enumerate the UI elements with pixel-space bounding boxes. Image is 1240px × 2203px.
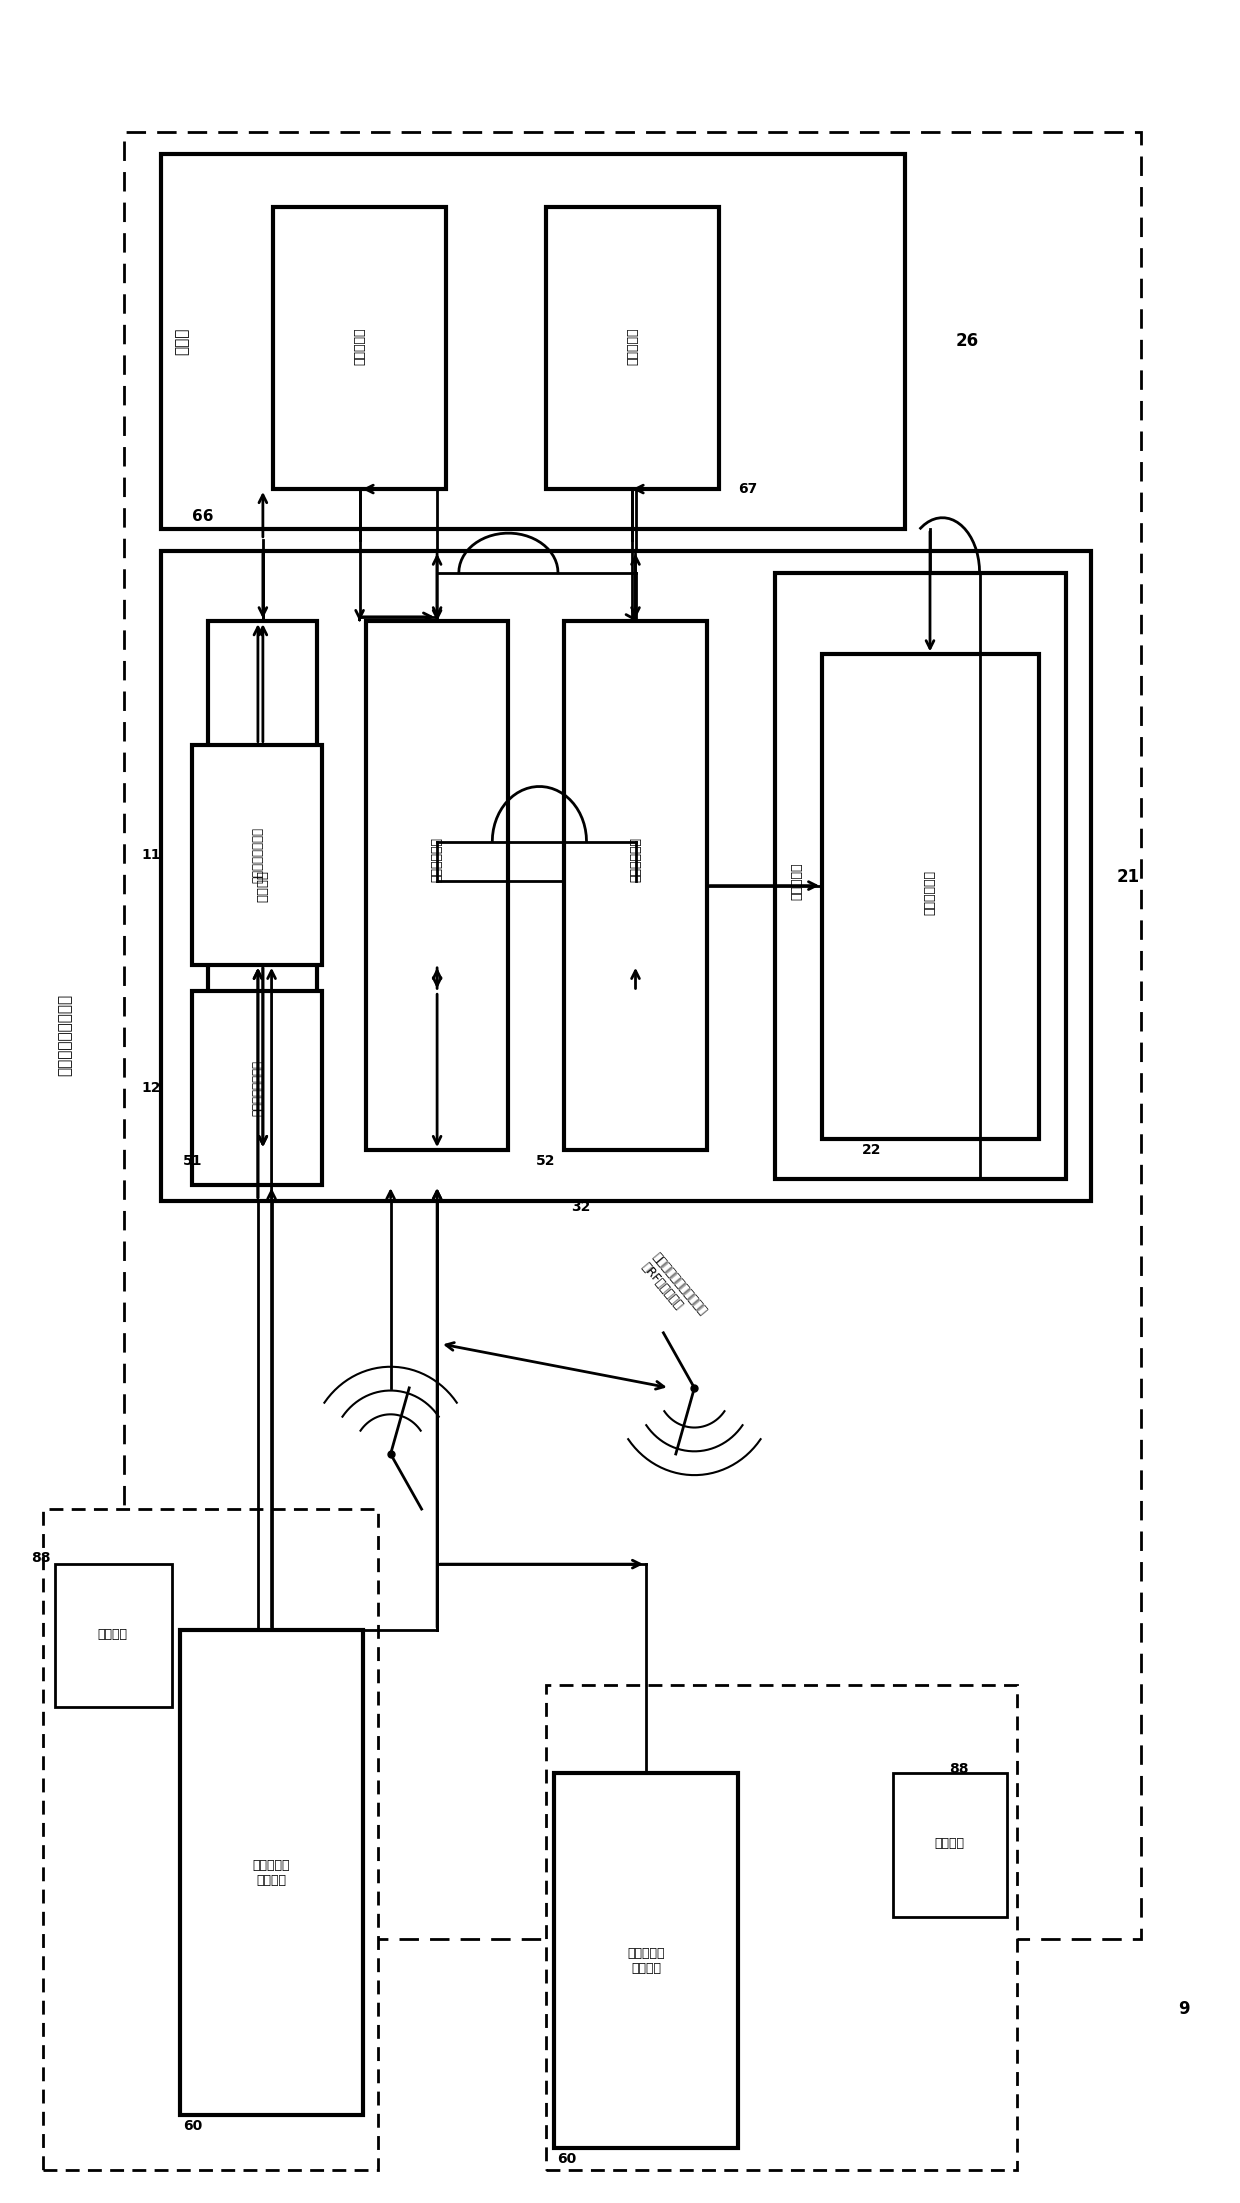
Text: 活动票券: 活动票券 [98, 1628, 128, 1641]
Bar [366, 621, 508, 1150]
Text: 22: 22 [862, 1143, 882, 1157]
Text: 发光效果的图案相关数据
的RF数据脉冲串: 发光效果的图案相关数据 的RF数据脉冲串 [639, 1251, 709, 1326]
Bar [775, 573, 1066, 1179]
Bar [192, 745, 322, 965]
Bar [893, 1773, 1007, 1917]
Text: 行动装置的编程系统: 行动装置的编程系统 [57, 994, 72, 1077]
Text: 66: 66 [192, 509, 213, 524]
Bar [161, 551, 1091, 1201]
Text: 第二数据库: 第二数据库 [626, 326, 639, 366]
Bar [273, 207, 446, 489]
Text: 储存器: 储存器 [175, 328, 190, 355]
Text: 26: 26 [956, 333, 978, 350]
Bar [564, 621, 707, 1150]
Text: 11: 11 [141, 848, 161, 861]
Bar [822, 654, 1039, 1139]
Text: 32: 32 [570, 1201, 590, 1214]
Text: 60: 60 [184, 2119, 203, 2133]
Text: 交互式发光
效果装置: 交互式发光 效果装置 [627, 1947, 665, 1974]
Text: 60: 60 [557, 2152, 577, 2166]
Text: 21: 21 [1117, 868, 1140, 886]
Text: 第一数据采集接口: 第一数据采集接口 [252, 826, 264, 883]
Text: 52: 52 [536, 1154, 556, 1168]
Bar [546, 1685, 1017, 2170]
Text: 12: 12 [141, 1082, 161, 1095]
Text: 处理单元: 处理单元 [257, 870, 269, 901]
Bar [208, 621, 317, 1150]
Bar [180, 1630, 363, 2115]
Text: 交互式发光
效果装置: 交互式发光 效果装置 [253, 1859, 290, 1886]
Bar [554, 1773, 738, 2148]
Text: 第二映射单元: 第二映射单元 [629, 837, 642, 881]
Text: 9: 9 [1178, 2000, 1190, 2018]
Text: 51: 51 [182, 1154, 202, 1168]
Text: 无线传输器: 无线传输器 [791, 861, 804, 901]
Text: 88: 88 [31, 1551, 51, 1564]
Text: 第一数据库: 第一数据库 [353, 326, 366, 366]
Text: 88: 88 [949, 1762, 968, 1776]
Bar [43, 1509, 378, 2170]
Text: 第一映射单元: 第一映射单元 [430, 837, 444, 881]
Bar [124, 132, 1141, 1939]
Bar [546, 207, 719, 489]
Bar [161, 154, 905, 529]
Text: 第二数据采集接口: 第二数据采集接口 [252, 1060, 264, 1117]
Text: 67: 67 [738, 482, 758, 496]
Bar [192, 991, 322, 1185]
Text: 数据封包单元: 数据封包单元 [924, 870, 936, 914]
Bar [55, 1564, 172, 1707]
Text: 活动票券: 活动票券 [935, 1837, 965, 1851]
